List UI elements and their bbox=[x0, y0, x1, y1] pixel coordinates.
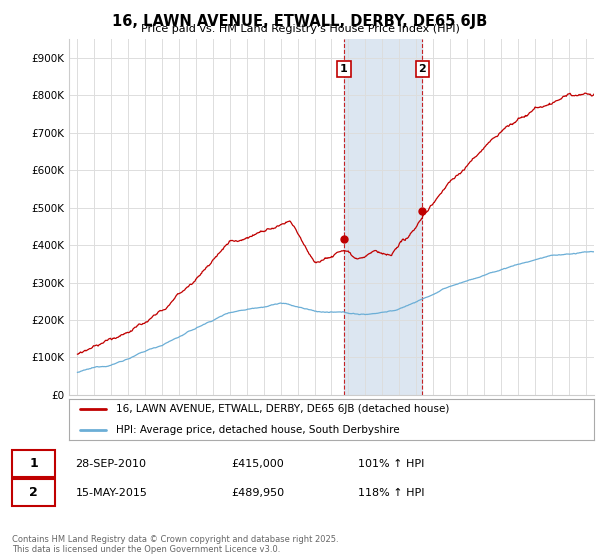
Text: 1: 1 bbox=[340, 64, 348, 74]
Text: 118% ↑ HPI: 118% ↑ HPI bbox=[358, 488, 424, 498]
Text: 2: 2 bbox=[29, 486, 38, 499]
Text: 1: 1 bbox=[29, 457, 38, 470]
Text: Contains HM Land Registry data © Crown copyright and database right 2025.
This d: Contains HM Land Registry data © Crown c… bbox=[12, 535, 338, 554]
Text: 101% ↑ HPI: 101% ↑ HPI bbox=[358, 459, 424, 469]
FancyBboxPatch shape bbox=[12, 450, 55, 477]
Text: HPI: Average price, detached house, South Derbyshire: HPI: Average price, detached house, Sout… bbox=[116, 424, 400, 435]
Text: Price paid vs. HM Land Registry's House Price Index (HPI): Price paid vs. HM Land Registry's House … bbox=[140, 24, 460, 34]
Text: 28-SEP-2010: 28-SEP-2010 bbox=[76, 459, 146, 469]
Text: £489,950: £489,950 bbox=[231, 488, 284, 498]
Text: 2: 2 bbox=[419, 64, 427, 74]
Text: 15-MAY-2015: 15-MAY-2015 bbox=[76, 488, 147, 498]
Bar bbox=[344, 39, 422, 395]
FancyBboxPatch shape bbox=[12, 479, 55, 506]
Text: 16, LAWN AVENUE, ETWALL, DERBY, DE65 6JB (detached house): 16, LAWN AVENUE, ETWALL, DERBY, DE65 6JB… bbox=[116, 404, 449, 414]
Text: £415,000: £415,000 bbox=[231, 459, 284, 469]
Text: 16, LAWN AVENUE, ETWALL, DERBY, DE65 6JB: 16, LAWN AVENUE, ETWALL, DERBY, DE65 6JB bbox=[112, 14, 488, 29]
